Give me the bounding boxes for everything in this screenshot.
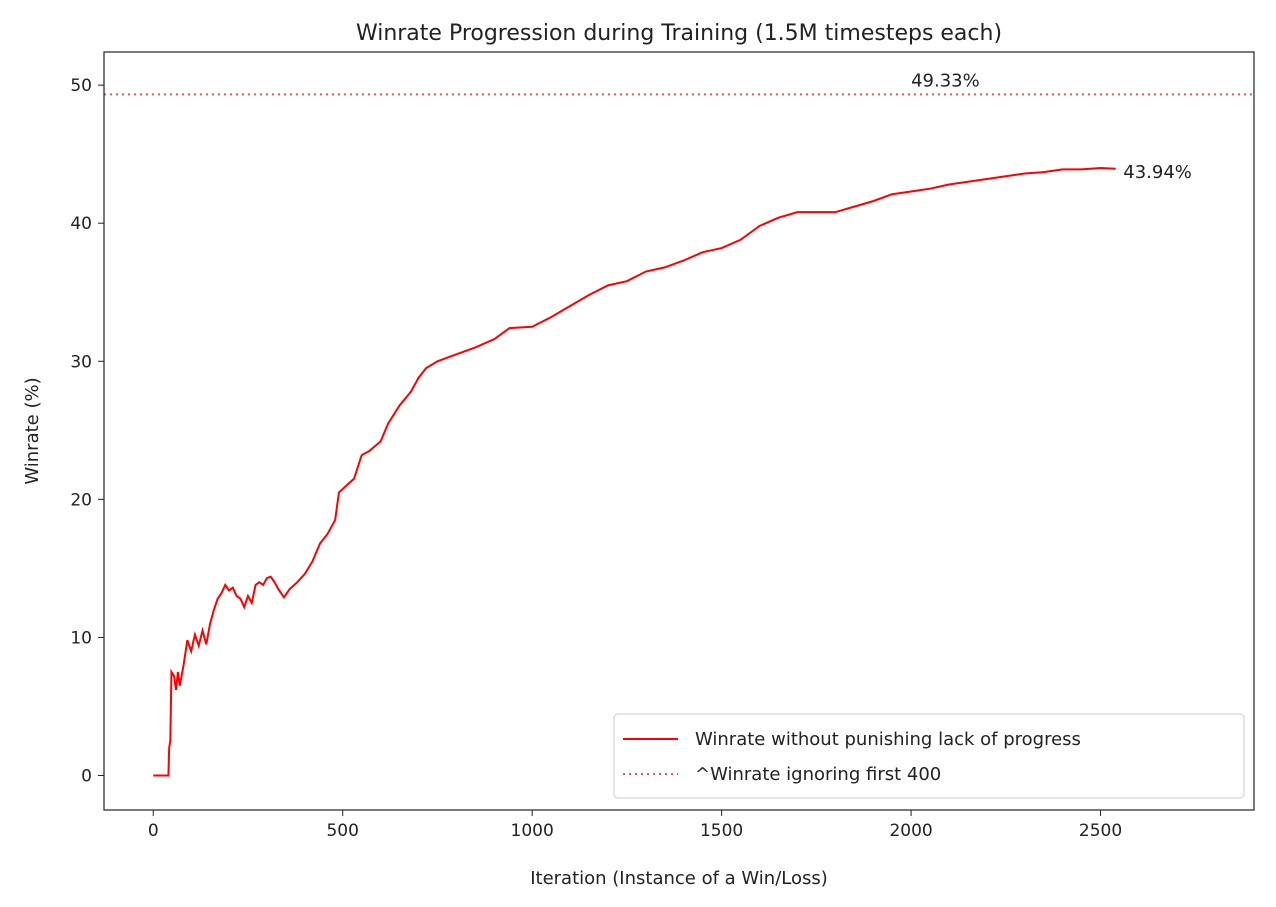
annotation: 43.94%: [1123, 162, 1192, 183]
y-tick-label: 10: [70, 628, 92, 648]
plot-frame: [103, 51, 1255, 811]
x-tick-label: 2000: [889, 821, 932, 841]
y-axis-label: Winrate (%): [22, 377, 43, 484]
x-tick-label: 1000: [511, 821, 554, 841]
chart-title: Winrate Progression during Training (1.5…: [356, 21, 1002, 46]
data-line: [153, 166, 1116, 777]
x-tick-label: 2500: [1079, 821, 1122, 841]
legend-label: Winrate without punishing lack of progre…: [695, 729, 1081, 750]
y-tick-label: 0: [81, 766, 92, 786]
x-axis-label: Iteration (Instance of a Win/Loss): [530, 868, 828, 889]
y-tick-label: 40: [70, 214, 92, 234]
legend-box: [613, 713, 1245, 799]
y-tick-label: 20: [70, 490, 92, 510]
x-tick-label: 500: [326, 821, 358, 841]
x-tick-label: 0: [148, 821, 159, 841]
y-tick-label: 50: [70, 76, 92, 96]
legend-label: ^Winrate ignoring first 400: [695, 764, 941, 785]
annotation: 49.33%: [911, 70, 980, 91]
y-tick-label: 30: [70, 352, 92, 372]
x-tick-label: 1500: [700, 821, 743, 841]
